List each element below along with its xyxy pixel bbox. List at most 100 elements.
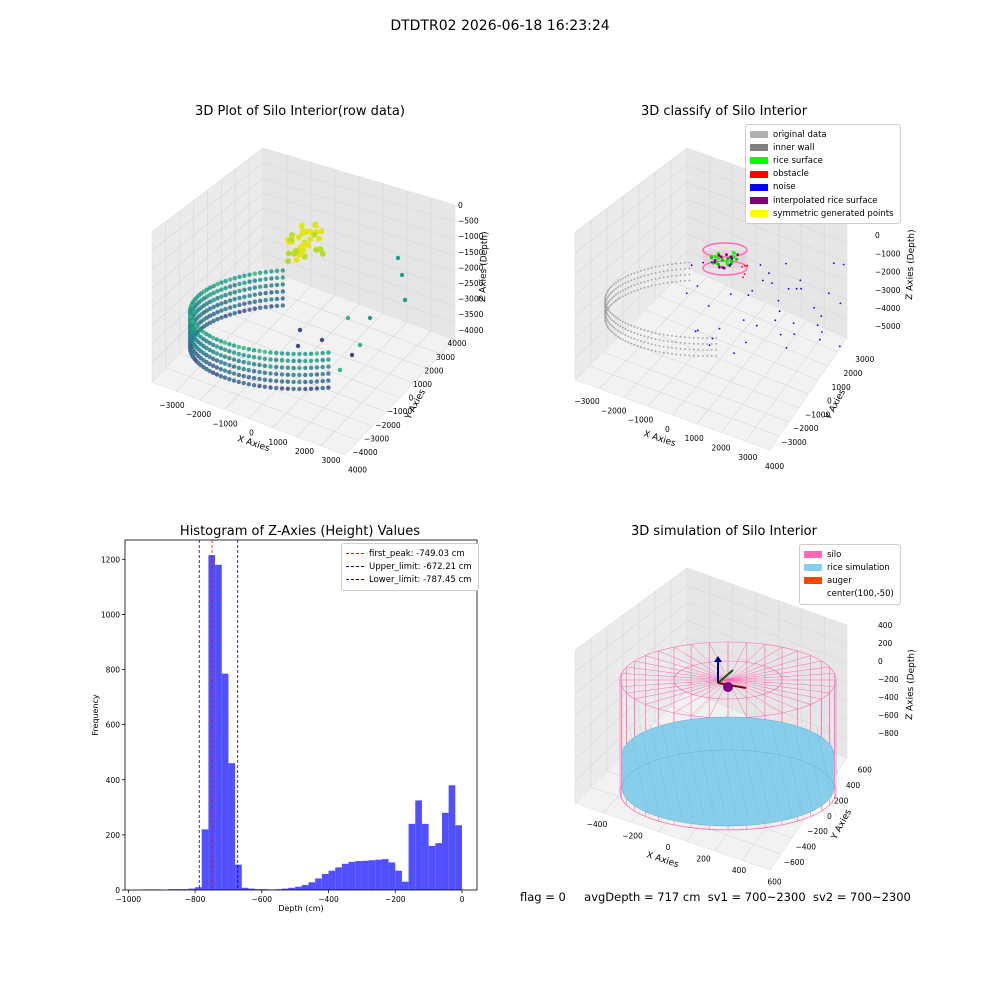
panel2-point xyxy=(630,330,633,333)
panel2-point xyxy=(818,338,821,341)
panel2-point xyxy=(647,279,649,282)
panel1-point xyxy=(207,361,212,367)
panel1-point xyxy=(314,372,320,377)
panel2-point xyxy=(609,311,612,314)
rice-mesh-line xyxy=(683,724,705,819)
panel1-point xyxy=(268,350,273,355)
panel1-point xyxy=(227,305,233,310)
panel1-gridline xyxy=(249,281,442,355)
panel2-point xyxy=(774,319,777,322)
panel1-point xyxy=(211,342,216,347)
panel4-zlabel: Z Axies (Depth) xyxy=(905,649,917,720)
panel2-point xyxy=(609,317,612,320)
panel2-point xyxy=(692,354,695,357)
panel1-point xyxy=(326,378,331,383)
histogram-bar xyxy=(195,887,202,890)
histogram-bar xyxy=(355,861,362,890)
panel2-point xyxy=(688,273,691,276)
panel1-point xyxy=(263,276,268,282)
panel2-point xyxy=(719,255,723,259)
panel2-point xyxy=(619,337,622,340)
panel1-point xyxy=(252,292,257,297)
panel1-point xyxy=(280,282,285,287)
legend-swatch xyxy=(750,183,768,191)
panel1-point xyxy=(236,358,241,364)
panel2-point xyxy=(688,267,691,270)
panel2-point xyxy=(671,275,673,277)
panel1-point xyxy=(252,306,257,311)
histogram-bar xyxy=(235,864,242,890)
panel2-point xyxy=(647,336,649,339)
histogram-bar xyxy=(401,881,409,890)
panel4-ztick: 0 xyxy=(878,657,883,666)
panel4-ztick: −400 xyxy=(878,693,899,702)
panel1-point xyxy=(207,333,212,339)
panel1-point xyxy=(285,358,290,363)
panel1-point xyxy=(257,376,262,382)
panel2-point xyxy=(627,341,630,344)
panel2-gridline xyxy=(696,311,788,424)
panel2-point xyxy=(611,291,614,293)
panel2-point xyxy=(643,335,646,338)
panel4-xtick: 600 xyxy=(767,878,782,887)
panel1-point xyxy=(241,359,246,365)
panel2-legend-item: interpolated rice surface xyxy=(750,194,894,207)
panel1-point xyxy=(214,372,220,377)
panel1-point xyxy=(291,372,296,378)
panel2-point xyxy=(701,343,704,345)
panel2-point xyxy=(619,290,622,293)
status-sv2: sv2 = 700~2300 xyxy=(812,890,911,904)
panel1-point xyxy=(263,269,268,275)
panel1-point xyxy=(211,283,216,289)
panel1-point xyxy=(258,277,263,282)
panel1-point xyxy=(208,292,213,297)
panel2-point xyxy=(613,301,615,304)
panel2-point xyxy=(654,266,657,268)
panel2-point xyxy=(630,342,633,345)
panel1-gridline xyxy=(296,321,408,437)
panel2-point xyxy=(630,279,633,282)
panel4-gridline xyxy=(574,620,688,716)
panel2-point xyxy=(679,268,682,271)
panel2-point xyxy=(755,324,758,327)
panel2-legend-item: obstacle xyxy=(750,168,894,181)
panel2-gridline xyxy=(686,199,848,263)
panel2-point xyxy=(608,316,611,318)
panel2-point xyxy=(692,336,695,339)
legend-line xyxy=(346,566,364,568)
panel4-xtick: −400 xyxy=(587,820,608,829)
panel1-point xyxy=(314,379,320,384)
panel2-point xyxy=(621,295,624,298)
panel2-point xyxy=(607,314,609,317)
panel1-point xyxy=(297,244,304,251)
panel2-cylinder-top xyxy=(702,242,748,258)
panel1-point xyxy=(232,290,237,295)
panel4-ztick: −800 xyxy=(878,729,899,738)
panel2-point xyxy=(605,293,608,295)
panel1-point xyxy=(231,357,237,362)
panel1-point xyxy=(237,274,242,280)
panel1-point xyxy=(237,302,242,308)
panel1-point xyxy=(227,356,232,361)
histogram-bar xyxy=(375,859,382,890)
panel2-point xyxy=(624,322,627,324)
panel1-point xyxy=(367,315,373,321)
panel2-point xyxy=(716,256,720,260)
panel1-gridline xyxy=(221,310,414,384)
panel2-point xyxy=(624,276,627,278)
panel3-ylabel: Frequency xyxy=(91,694,100,736)
panel2-point xyxy=(606,297,608,300)
panel2-point xyxy=(640,287,642,290)
panel1-point xyxy=(285,365,290,370)
panel2-point xyxy=(701,349,704,351)
panel2-point xyxy=(604,303,607,306)
panel1-point xyxy=(223,278,228,284)
panel2-point xyxy=(633,290,636,292)
panel4-ztick: 200 xyxy=(878,639,893,648)
panel4-ytick: 600 xyxy=(858,766,873,775)
histogram-bar xyxy=(288,887,296,890)
histogram-bar xyxy=(168,889,176,890)
panel1-point xyxy=(211,335,216,340)
panel4-gridline xyxy=(686,602,848,664)
panel1-point xyxy=(247,293,252,298)
